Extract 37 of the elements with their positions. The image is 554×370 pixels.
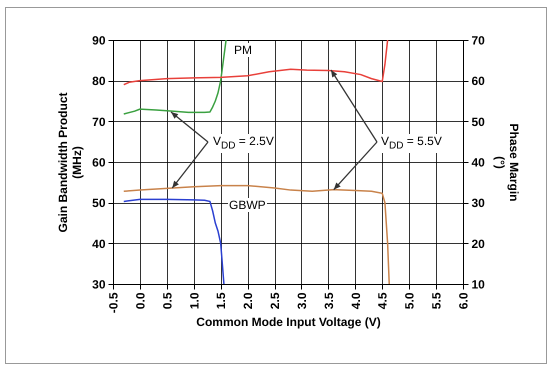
y-axis-title: Gain Bandwidth Product (MHz)	[56, 92, 84, 232]
x-tick-label: 0.5	[160, 292, 174, 310]
y2-tick-label: 50	[472, 114, 486, 129]
x-tick-label: 3.0	[294, 292, 309, 310]
x-tick-label: 1.0	[187, 292, 202, 310]
line-series	[123, 40, 388, 86]
y2-tick-label: 10	[472, 278, 486, 292]
y2-tick-label: 30	[472, 196, 486, 210]
line-series	[123, 198, 225, 284]
y-tick-label: 70	[92, 114, 106, 129]
y-tick-label: 40	[92, 236, 106, 251]
x-tick-label: 4.5	[376, 292, 390, 310]
y-tick-label: 60	[92, 156, 106, 170]
x-tick-label: 1.5	[214, 292, 228, 310]
x-tick-label: 3.5	[322, 292, 336, 310]
y-tick-label: 30	[92, 278, 106, 292]
y2-tick-label: 40	[472, 156, 486, 170]
x-tick-label: -0.5	[106, 292, 120, 314]
x-tick-label: 5.5	[430, 292, 444, 310]
annotation: V$_{DD}$ = 5.5V	[380, 134, 443, 154]
y-tick-label: 50	[92, 196, 106, 210]
y2-tick-label: 20	[472, 236, 486, 251]
x-tick-label: 4.0	[348, 292, 363, 310]
y2-axis-title: Phase Margin (°)	[492, 123, 521, 202]
annotation: PM	[233, 43, 253, 57]
x-tick-label: 5.0	[402, 292, 417, 310]
annotation: V$_{DD}$ = 2.5V	[212, 134, 275, 154]
x-tick-label: 6.0	[456, 292, 470, 310]
x-tick-label: 2.5	[268, 292, 282, 310]
x-axis-title: Common Mode Input Voltage (V)	[196, 315, 381, 330]
annotation: GBWP	[228, 198, 267, 212]
y-tick-label: 80	[92, 74, 106, 88]
y2-tick-label: 60	[472, 74, 486, 88]
y-tick-label: 90	[92, 34, 106, 48]
x-tick-label: 0.0	[133, 292, 148, 310]
y2-tick-label: 70	[472, 34, 486, 48]
x-tick-label: 2.0	[241, 292, 256, 310]
